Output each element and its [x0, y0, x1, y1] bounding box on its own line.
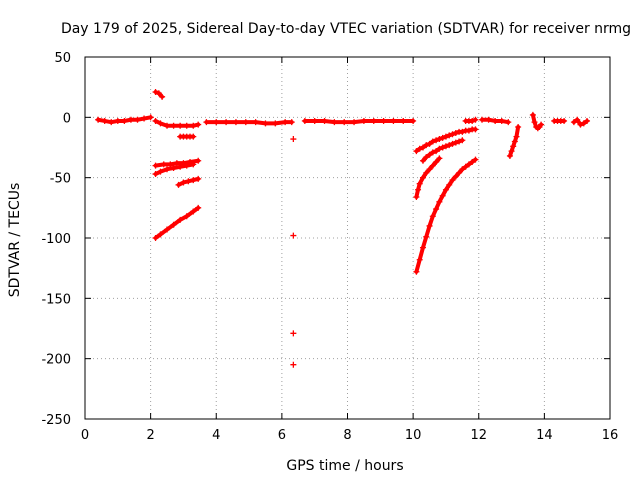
x-tick-label: 16: [602, 428, 619, 443]
y-tick-label: -150: [41, 292, 71, 307]
grid: [85, 57, 610, 419]
series-arc-10.1-upper: [413, 126, 479, 155]
y-tick-label: -250: [41, 413, 71, 428]
series-trace: [414, 257, 422, 274]
series-trace: [470, 157, 478, 164]
series-trace: [191, 205, 201, 214]
series-arc-10.1-deep: [413, 156, 479, 275]
series-trace: [457, 138, 465, 144]
series-baseline-early: [95, 114, 154, 126]
chart-title: Day 179 of 2025, Sidereal Day-to-day VTE…: [61, 21, 631, 37]
series-trace: [417, 245, 425, 262]
series-segment-12.2: [479, 116, 512, 126]
series-segment-11.6-zero: [462, 116, 479, 124]
series-segment-13.7: [529, 111, 545, 132]
series-trace: [537, 122, 544, 129]
series-trace: [499, 118, 511, 125]
series-arc-2.8-55: [175, 175, 202, 188]
x-tick-label: 12: [470, 428, 487, 443]
data-points: [95, 88, 591, 368]
series-arc-2.2-upper: [152, 88, 166, 100]
series-trace: [581, 118, 590, 126]
x-tick-label: 6: [278, 428, 286, 443]
series-segment-13.0: [506, 123, 522, 159]
x-tick-label: 8: [343, 428, 351, 443]
ticks: 0 2 4 6 8 10 12 14 16 -250 -200 -150 -100 -50 0 50: [41, 51, 618, 443]
x-tick-label: 4: [212, 428, 220, 443]
x-tick-label: 14: [536, 428, 553, 443]
y-tick-label: 0: [63, 111, 71, 126]
series-trace: [191, 176, 201, 183]
x-tick-label: 0: [81, 428, 89, 443]
series-trace: [188, 158, 201, 164]
series-trace: [156, 91, 165, 99]
series-arc-2.2-zero: [152, 117, 202, 129]
y-tick-label: -100: [41, 232, 71, 247]
series-segment-15.0: [570, 116, 591, 128]
series-outliers-6.3: [290, 136, 297, 368]
data-point: [290, 361, 297, 368]
series-trace: [184, 162, 196, 168]
x-tick-label: 2: [146, 428, 154, 443]
x-axis-label: GPS time / hours: [286, 458, 403, 474]
series-baseline-late: [301, 117, 417, 126]
data-point: [290, 136, 297, 143]
series-segment-14.3: [551, 117, 568, 124]
y-tick-label: 50: [54, 51, 71, 66]
x-tick-label: 10: [405, 428, 422, 443]
series-trace: [514, 124, 521, 139]
series-trace: [434, 156, 442, 164]
series-trace: [470, 117, 478, 123]
y-tick-label: -50: [50, 172, 71, 187]
data-point: [290, 232, 297, 239]
y-axis-label: SDTVAR / TECUs: [7, 183, 23, 298]
series-arc-10.3-second: [419, 137, 466, 164]
series-trace: [142, 115, 153, 121]
series-trace: [191, 122, 201, 128]
series-arc-2.2-100: [152, 204, 202, 241]
data-point: [290, 330, 297, 337]
y-tick-label: -200: [41, 353, 71, 368]
series-arc-10.1-mid: [413, 155, 443, 200]
series-arc-2.2-45: [152, 161, 197, 178]
series-arc-2.2-40: [152, 157, 202, 169]
series-baseline-mid: [203, 119, 295, 127]
series-arc-2.8-15: [177, 133, 197, 140]
